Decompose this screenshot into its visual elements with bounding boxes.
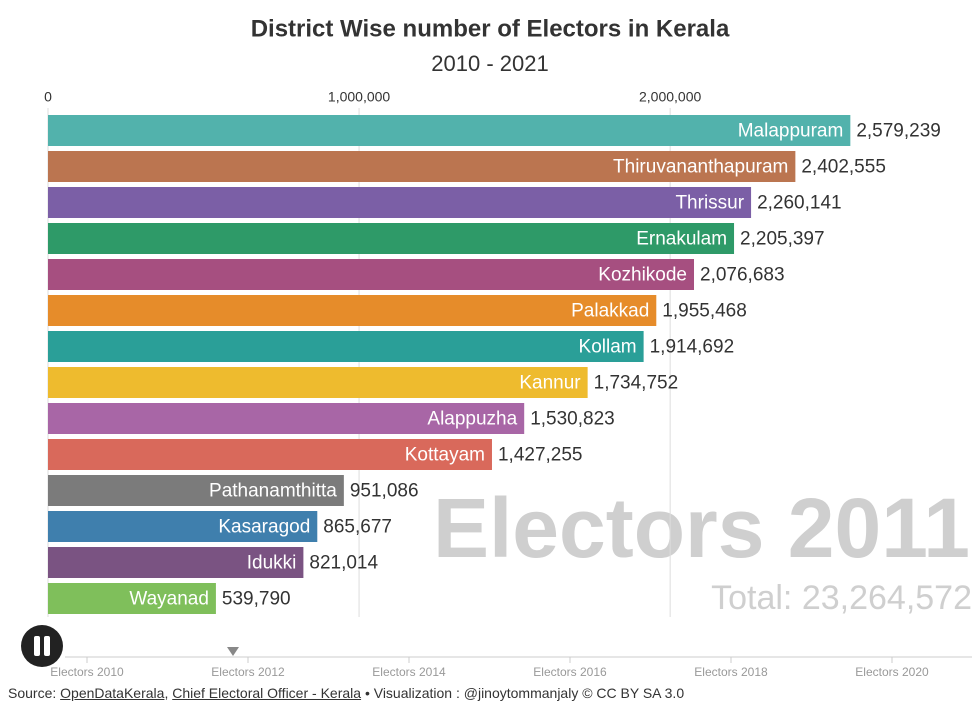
value-label: 1,530,823 bbox=[530, 409, 615, 430]
value-label: 865,677 bbox=[323, 517, 392, 538]
value-label: 821,014 bbox=[309, 553, 378, 574]
category-label: Ernakulam bbox=[636, 229, 727, 250]
bar bbox=[48, 511, 318, 542]
value-label: 1,914,692 bbox=[650, 337, 735, 358]
timeline-label: Electors 2016 bbox=[533, 665, 607, 679]
bar bbox=[48, 439, 492, 470]
bar bbox=[48, 295, 657, 326]
bar bbox=[48, 331, 644, 362]
value-label: 2,260,141 bbox=[757, 193, 842, 214]
category-label: Kollam bbox=[579, 337, 637, 358]
source-prefix: Source: bbox=[8, 685, 57, 701]
watermark: Electors 2011 bbox=[433, 481, 970, 575]
chart-subtitle: 2010 - 2021 bbox=[431, 51, 548, 76]
play-pause-button[interactable] bbox=[21, 625, 63, 667]
bar bbox=[48, 259, 695, 290]
source-link[interactable]: OpenDataKerala bbox=[60, 685, 165, 701]
category-label: Wayanad bbox=[129, 589, 209, 610]
source-link[interactable]: Chief Electoral Officer - Kerala bbox=[172, 685, 362, 701]
timeline-label: Electors 2018 bbox=[694, 665, 768, 679]
credit: • Visualization : @jinoytommanjaly © CC … bbox=[364, 685, 685, 701]
value-label: 539,790 bbox=[222, 589, 291, 610]
bar bbox=[48, 475, 344, 506]
bar bbox=[48, 223, 735, 254]
category-label: Thrissur bbox=[675, 193, 744, 214]
category-label: Alappuzha bbox=[427, 409, 517, 430]
value-label: 2,579,239 bbox=[856, 121, 941, 142]
bar bbox=[48, 151, 796, 182]
bar bbox=[48, 547, 304, 578]
bar bbox=[48, 367, 588, 398]
timeline-label: Electors 2020 bbox=[855, 665, 929, 679]
value-label: 1,427,255 bbox=[498, 445, 583, 466]
category-label: Thiruvananthapuram bbox=[613, 157, 788, 178]
chart: District Wise number of Electors in Kera… bbox=[21, 15, 972, 679]
timeline-label: Electors 2010 bbox=[50, 665, 124, 679]
footer: Source: OpenDataKerala, Chief Electoral … bbox=[8, 685, 684, 701]
category-label: Idukki bbox=[247, 553, 297, 574]
x-tick-label: 2,000,000 bbox=[639, 89, 701, 105]
value-label: 2,205,397 bbox=[740, 229, 825, 250]
category-label: Palakkad bbox=[571, 301, 649, 322]
category-label: Kannur bbox=[519, 373, 581, 394]
bar bbox=[48, 403, 525, 434]
x-tick-label: 0 bbox=[44, 89, 52, 105]
timeline-label: Electors 2014 bbox=[372, 665, 446, 679]
value-label: 1,955,468 bbox=[662, 301, 747, 322]
pause-icon bbox=[34, 636, 40, 656]
total: Total: 23,264,572 bbox=[711, 579, 972, 617]
bar bbox=[48, 115, 851, 146]
timeline-label: Electors 2012 bbox=[211, 665, 285, 679]
category-label: Kasaragod bbox=[218, 517, 310, 538]
category-label: Kozhikode bbox=[598, 265, 687, 286]
bar bbox=[48, 187, 752, 218]
separator: , bbox=[164, 685, 169, 701]
value-label: 2,076,683 bbox=[700, 265, 785, 286]
pause-icon bbox=[44, 636, 50, 656]
bar bbox=[48, 583, 216, 614]
category-label: Kottayam bbox=[405, 445, 485, 466]
x-tick-label: 1,000,000 bbox=[328, 89, 390, 105]
category-label: Pathanamthitta bbox=[209, 481, 337, 502]
category-label: Malappuram bbox=[738, 121, 844, 142]
chart-title: District Wise number of Electors in Kera… bbox=[251, 15, 730, 42]
value-label: 1,734,752 bbox=[594, 373, 679, 394]
timeline-marker[interactable] bbox=[227, 647, 239, 656]
value-label: 951,086 bbox=[350, 481, 419, 502]
value-label: 2,402,555 bbox=[801, 157, 886, 178]
